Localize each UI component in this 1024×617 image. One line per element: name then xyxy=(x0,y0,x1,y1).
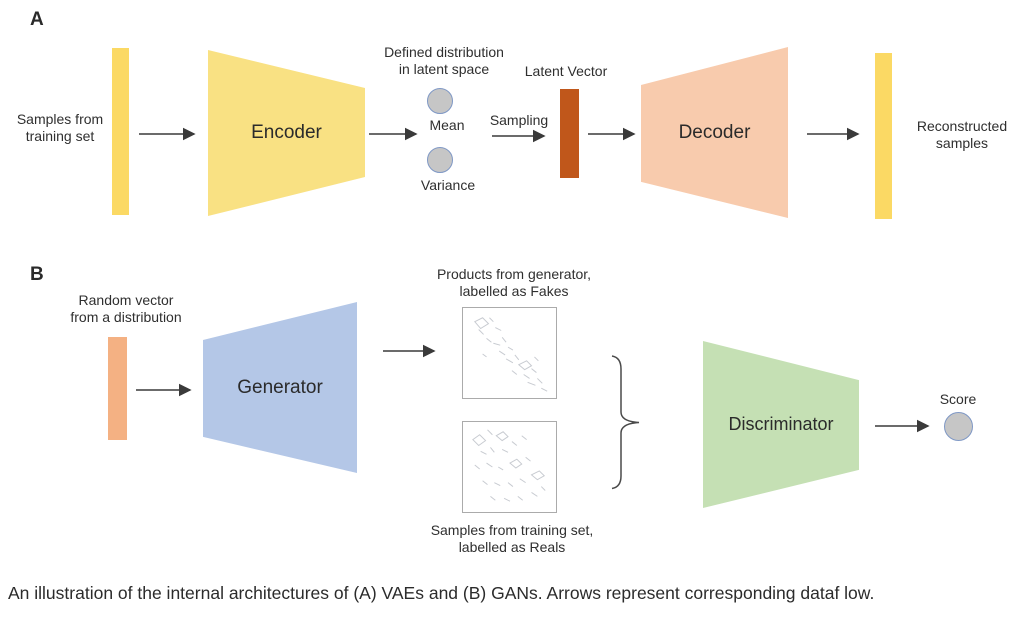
panel-a-label: A xyxy=(30,9,44,30)
encoder-label: Encoder xyxy=(251,122,322,143)
real-samples-sketch xyxy=(472,429,546,502)
real-samples-image xyxy=(462,421,557,513)
fakes-label: Products from generator, labelled as Fak… xyxy=(436,266,592,299)
score-node xyxy=(944,412,973,441)
encoder-shape: Encoder xyxy=(208,50,365,216)
random-vector-bar xyxy=(108,337,127,440)
score-label: Score xyxy=(939,391,977,407)
figure-caption: An illustration of the internal architec… xyxy=(8,583,875,603)
fake-samples-image xyxy=(462,307,557,399)
vae-output-label: Reconstructed samples xyxy=(916,118,1008,151)
grouping-brace-icon xyxy=(611,355,640,490)
vae-input-bar xyxy=(112,48,129,215)
fake-samples-sketch xyxy=(473,317,548,392)
gan-input-label: Random vector from a distribution xyxy=(70,292,182,325)
generator-shape: Generator xyxy=(203,302,357,473)
latent-vector-label: Latent Vector xyxy=(524,63,608,79)
mean-label: Mean xyxy=(429,117,465,133)
discriminator-label: Discriminator xyxy=(728,414,834,434)
generator-label: Generator xyxy=(237,376,323,398)
variance-node xyxy=(427,147,453,173)
decoder-shape: Decoder xyxy=(641,47,788,218)
reals-label: Samples from training set, labelled as R… xyxy=(430,522,594,555)
decoder-label: Decoder xyxy=(678,121,751,143)
variance-label: Variance xyxy=(420,177,476,193)
vae-input-label: Samples from training set xyxy=(16,111,104,144)
vae-output-bar xyxy=(875,53,892,219)
panel-b-label: B xyxy=(30,264,44,285)
latent-vector-bar xyxy=(560,89,579,178)
mean-node xyxy=(427,88,453,114)
sampling-label: Sampling xyxy=(489,112,549,128)
latent-distribution-label: Defined distribution in latent space xyxy=(384,44,504,77)
discriminator-shape: Discriminator xyxy=(703,341,859,508)
